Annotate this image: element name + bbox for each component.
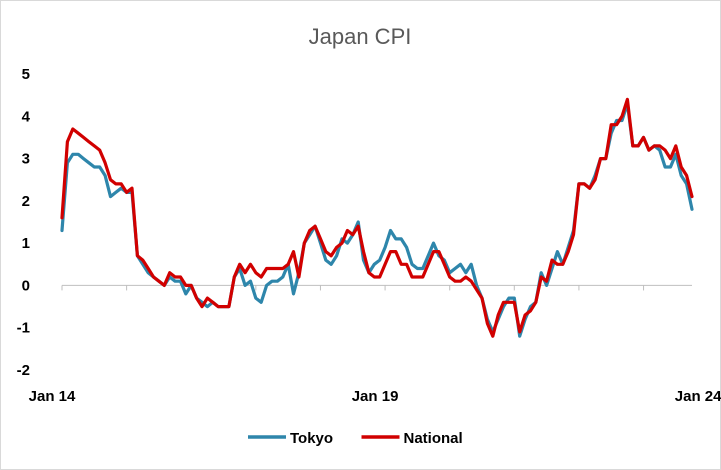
y-tick-label: -2 xyxy=(17,362,30,379)
legend-label-national: National xyxy=(404,430,463,447)
y-tick-label: -1 xyxy=(17,320,30,337)
series-line-national xyxy=(60,97,694,338)
x-tick-label: Jan 24 xyxy=(675,388,721,405)
chart-title: Japan CPI xyxy=(309,24,412,49)
y-tick-label: 1 xyxy=(22,235,30,252)
x-axis: Jan 14 Jan 19 Jan 24 xyxy=(29,284,721,405)
x-tick-label: Jan 19 xyxy=(352,388,399,405)
y-axis: -2 -1 0 1 2 3 4 5 xyxy=(17,66,31,379)
y-tick-label: 0 xyxy=(22,277,30,294)
y-tick-label: 3 xyxy=(22,151,30,168)
y-tick-label: 5 xyxy=(22,66,30,83)
legend-label-tokyo: Tokyo xyxy=(290,430,333,447)
x-tick-label: Jan 14 xyxy=(29,388,76,405)
legend: Tokyo National xyxy=(248,430,463,447)
y-tick-label: 2 xyxy=(22,193,30,210)
series-line-tokyo xyxy=(60,102,694,338)
series-lines xyxy=(60,97,694,338)
y-tick-label: 4 xyxy=(22,108,31,125)
